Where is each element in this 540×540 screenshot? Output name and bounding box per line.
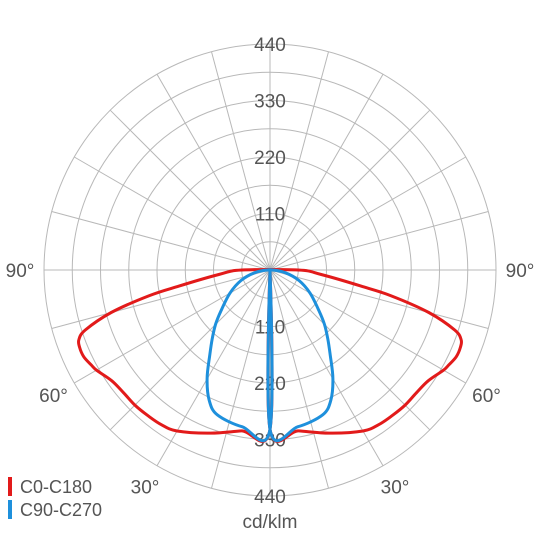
- grid-spoke: [211, 269, 271, 489]
- ring-label-upper: 330: [254, 92, 286, 113]
- ring-labels: 110 110 220 220 330 330 440 440: [254, 35, 286, 508]
- angle-labels: 90° 90° 60° 60° 30° 30°: [6, 261, 535, 499]
- grid-spoke: [269, 211, 489, 271]
- distribution-curves: [76, 267, 464, 443]
- angle-label-right: 90°: [506, 261, 535, 282]
- ring-label-lower: 440: [254, 487, 286, 508]
- angle-label-right: 60°: [472, 386, 501, 407]
- series-curve-c0-c180: [76, 267, 464, 443]
- ring-label-upper: 110: [255, 205, 285, 226]
- angle-label-left: 60°: [39, 386, 68, 407]
- grid-spoke: [109, 269, 271, 431]
- grid-spoke: [269, 74, 384, 271]
- grid-spoke: [269, 156, 466, 271]
- grid-spoke: [51, 211, 271, 271]
- grid-spoke: [269, 51, 329, 271]
- ring-label-lower: 220: [254, 374, 286, 395]
- ring-label-lower: 110: [255, 318, 285, 339]
- legend-label: C90-C270: [20, 500, 102, 520]
- polar-grid: [43, 43, 497, 497]
- grid-spoke: [156, 269, 271, 466]
- angle-label-right: 30°: [381, 478, 410, 499]
- grid-spoke: [269, 269, 384, 466]
- legend-swatch: [8, 500, 12, 519]
- grid-spoke: [269, 269, 466, 384]
- grid-spoke: [269, 109, 431, 271]
- angle-label-left: 30°: [131, 478, 160, 499]
- ring-label-upper: 440: [254, 35, 286, 56]
- grid-spoke: [109, 109, 271, 271]
- grid-spoke: [74, 156, 271, 271]
- grid-spoke: [156, 74, 271, 271]
- ring-label-upper: 220: [254, 148, 286, 169]
- unit-label: cd/klm: [243, 512, 298, 533]
- legend-swatch: [8, 477, 12, 496]
- legend-label: C0-C180: [20, 477, 92, 497]
- grid-spoke: [269, 269, 489, 329]
- grid-spoke: [269, 269, 431, 431]
- grid-spoke: [74, 269, 271, 384]
- grid-spoke: [269, 269, 329, 489]
- legend: C0-C180 C90-C270: [8, 477, 102, 520]
- grid-spoke: [51, 269, 271, 329]
- series-curve-c90-c270: [205, 268, 335, 443]
- grid-spoke: [211, 51, 271, 271]
- ring-label-lower: 330: [254, 431, 286, 452]
- angle-label-left: 90°: [6, 261, 35, 282]
